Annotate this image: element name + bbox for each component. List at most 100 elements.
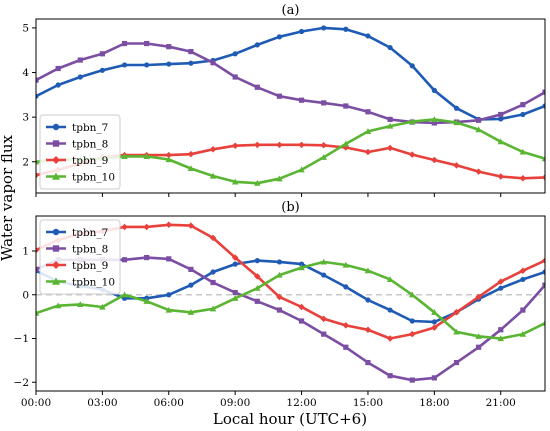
data-point (320, 315, 327, 323)
legend-item-tpbn_7: tpbn_7 (46, 227, 108, 239)
legend-label: tpbn_9 (72, 155, 108, 167)
data-point (298, 141, 305, 149)
data-point (144, 254, 150, 261)
data-point (520, 102, 526, 108)
data-point (520, 111, 526, 118)
data-point (298, 303, 305, 311)
data-point (365, 359, 371, 366)
data-point (386, 122, 394, 129)
data-point (519, 148, 527, 155)
data-point (409, 63, 415, 69)
series-line (36, 223, 545, 340)
data-point (453, 119, 460, 126)
data-point (99, 51, 105, 57)
data-point (77, 74, 83, 80)
data-point (519, 267, 527, 274)
data-point (364, 148, 372, 156)
data-point (408, 330, 416, 338)
series-tpbn_8 (36, 40, 545, 126)
data-point (343, 284, 349, 290)
x-tick-label: 00:00 (21, 397, 51, 409)
data-point (276, 271, 283, 278)
legend-box (39, 219, 121, 295)
data-point (254, 273, 261, 280)
panel-title: (b) (281, 200, 299, 215)
legend-label: tpbn_10 (72, 172, 115, 184)
data-point (409, 318, 415, 324)
y-tick-label: 2 (22, 156, 29, 168)
data-point (475, 126, 482, 133)
data-point (52, 228, 60, 236)
legend-label: tpbn_10 (72, 277, 115, 289)
data-point (386, 144, 394, 152)
data-point (36, 158, 40, 165)
data-point (320, 142, 327, 149)
data-point (254, 298, 260, 304)
data-point (166, 61, 172, 67)
data-point (144, 62, 150, 68)
data-point (276, 307, 283, 313)
legend: tpbn_7 tpbn_8 tpbn_9 tpbn_10 (39, 219, 121, 295)
data-point (52, 261, 60, 269)
data-point (541, 257, 545, 264)
data-point (520, 276, 526, 283)
data-point (342, 322, 350, 329)
data-point (475, 333, 482, 339)
y-tick-label: 4 (22, 67, 29, 79)
data-point (54, 302, 62, 309)
legend-label: tpbn_8 (72, 244, 108, 256)
data-point (408, 151, 416, 158)
data-point (188, 266, 194, 272)
data-point (475, 168, 482, 175)
data-point (541, 174, 545, 181)
data-point (431, 120, 437, 126)
data-point (542, 282, 545, 288)
data-point (187, 165, 195, 172)
legend-label: tpbn_7 (72, 227, 108, 239)
data-point (365, 297, 371, 303)
x-tick-label: 06:00 (154, 397, 184, 409)
data-point (209, 305, 217, 312)
data-point (365, 109, 371, 115)
data-point (187, 309, 195, 315)
data-point (475, 293, 482, 301)
data-point (320, 258, 327, 265)
y-tick-label: 3 (22, 112, 29, 124)
data-point (254, 84, 260, 90)
legend-item-tpbn_10: tpbn_10 (46, 172, 115, 184)
data-point (144, 40, 150, 47)
data-point (77, 57, 83, 63)
legend: tpbn_7 tpbn_8 tpbn_9 tpbn_10 (39, 114, 121, 190)
series-line (36, 42, 545, 125)
data-point (343, 26, 349, 32)
data-point (36, 266, 39, 272)
data-point (254, 258, 260, 264)
data-point (254, 284, 261, 291)
data-point (232, 74, 238, 80)
data-point (343, 103, 349, 109)
legend-item-tpbn_9: tpbn_9 (46, 260, 108, 272)
plot-frame (35, 215, 546, 392)
panel-a: (a) 2 3 4 5 tpbn_7 tpbn_8 tpbn_9 tpbn_10 (22, 3, 546, 197)
data-point (210, 60, 216, 66)
data-point (520, 307, 526, 313)
data-point (298, 261, 305, 267)
x-tick-label: 18:00 (419, 397, 449, 409)
data-point (166, 292, 172, 298)
y-tick-label: −1 (14, 333, 29, 345)
panel-b: (b) 00:00 03:00 06:00 09:00 12:00 15:00 18:00 21… (14, 200, 546, 409)
data-point (143, 153, 150, 160)
x-tick-label: 09:00 (220, 397, 250, 409)
series-line (36, 26, 545, 121)
data-point (232, 51, 238, 57)
data-point (187, 150, 195, 158)
data-point (386, 335, 394, 342)
legend-box (39, 114, 121, 190)
data-point (231, 178, 239, 185)
panel-title: (a) (282, 3, 300, 18)
data-point (453, 309, 460, 316)
data-point (276, 293, 283, 301)
data-point (431, 116, 438, 122)
data-point (519, 175, 527, 182)
data-point (121, 257, 128, 263)
